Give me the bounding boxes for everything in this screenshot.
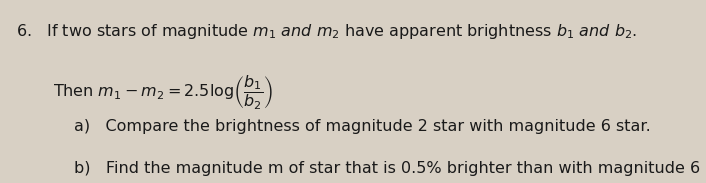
Text: 6.   If two stars of magnitude $m_1$ $\mathit{and}$ $m_2$ have apparent brightne: 6. If two stars of magnitude $m_1$ $\mat… (16, 22, 637, 41)
Text: a)   Compare the brightness of magnitude 2 star with magnitude 6 star.: a) Compare the brightness of magnitude 2… (74, 119, 651, 134)
Text: Then $m_1 - m_2 = \mathrm{2.5log}\left(\dfrac{b_1}{b_2}\right)$: Then $m_1 - m_2 = \mathrm{2.5log}\left(\… (53, 73, 273, 112)
Text: b)   Find the magnitude m of star that is 0.5% brighter than with magnitude 6 st: b) Find the magnitude m of star that is … (74, 161, 706, 176)
